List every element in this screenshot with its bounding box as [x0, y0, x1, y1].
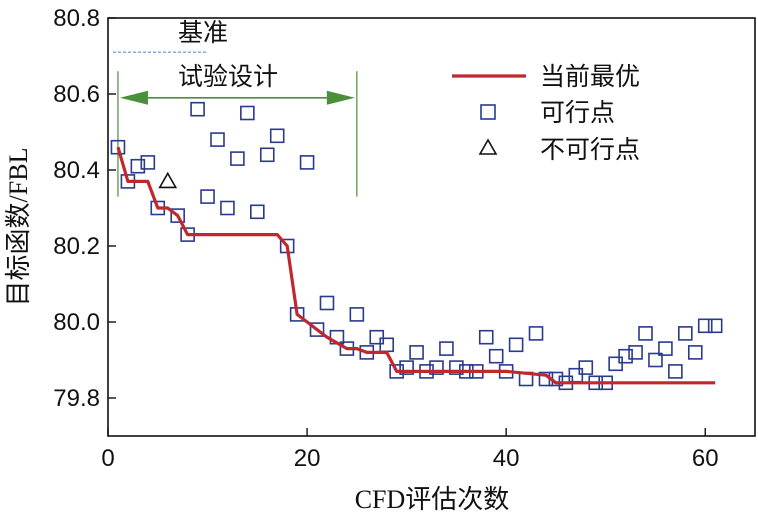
x-tick-label: 20 — [294, 445, 321, 472]
legend-label-infeasible: 不可行点 — [540, 135, 640, 164]
feasible-point — [687, 345, 703, 360]
feasible-point — [309, 322, 325, 337]
x-tick-label: 60 — [692, 445, 719, 472]
feasible-point — [618, 348, 633, 364]
feasible-point — [678, 326, 693, 341]
feasible-point — [628, 345, 643, 360]
feasible-point — [439, 341, 454, 356]
feasible-point — [369, 329, 385, 345]
best-line — [116, 146, 716, 385]
feasible-point — [707, 318, 723, 334]
feasible-point — [130, 158, 146, 174]
feasible-point — [259, 147, 275, 163]
legend: 当前最优 可行点 不可行点 — [452, 62, 640, 164]
feasible-point — [379, 337, 395, 353]
plot-frame — [107, 17, 756, 437]
feasible-point — [140, 155, 156, 170]
feasible-point — [608, 356, 623, 372]
y-tick-label: 80.8 — [53, 5, 100, 32]
feasible-point — [170, 208, 185, 223]
y-axis-title: 目标函数/FBL — [4, 148, 33, 307]
feasible-point — [449, 360, 464, 375]
feasible-point — [409, 345, 424, 360]
feasible-point — [658, 341, 673, 356]
feasible-point — [349, 307, 365, 322]
feasible-point — [250, 204, 265, 220]
feasible-point — [210, 132, 225, 147]
feasible-point — [528, 326, 544, 341]
doe-label: 试验设计 — [178, 62, 278, 91]
feasible-point — [190, 101, 205, 117]
x-axis-title: CFD评估次数 — [355, 485, 510, 514]
legend-square-marker — [480, 104, 496, 120]
feasible-point — [488, 348, 504, 364]
feasible-point — [269, 128, 285, 144]
baseline-label: 基准 — [178, 18, 228, 47]
y-tick-label: 80.4 — [53, 157, 100, 184]
feasible-point — [399, 360, 414, 375]
legend-triangle-marker — [478, 138, 498, 155]
y-tick-label: 79.8 — [53, 385, 100, 412]
feasible-point — [110, 139, 126, 155]
feasible-point — [478, 329, 494, 345]
feasible-point — [200, 189, 215, 204]
feasible-point — [240, 105, 255, 121]
feasible-point — [230, 151, 245, 166]
legend-label-feasible: 可行点 — [540, 98, 615, 127]
feasible-point — [429, 360, 444, 375]
doe-arrow-left-head — [119, 90, 148, 105]
feasible-point — [220, 200, 235, 216]
feasible-point — [299, 155, 315, 170]
x-tick-label: 40 — [493, 445, 520, 472]
feasible-point — [638, 326, 653, 341]
y-tick-label: 80.0 — [53, 309, 100, 336]
feasible-point — [668, 364, 683, 379]
feasible-point — [508, 337, 524, 353]
feasible-point — [697, 318, 713, 334]
infeasible-point — [158, 171, 178, 189]
legend-label-best: 当前最优 — [540, 62, 640, 91]
feasible-point — [319, 295, 335, 311]
feasible-point — [568, 367, 584, 383]
y-tick-label: 80.2 — [53, 233, 100, 260]
x-tick-label: 0 — [101, 445, 114, 472]
doe-arrow-right-head — [326, 90, 355, 105]
y-tick-label: 80.6 — [53, 81, 100, 108]
feasible-point — [648, 352, 663, 368]
feasible-point — [578, 360, 594, 375]
